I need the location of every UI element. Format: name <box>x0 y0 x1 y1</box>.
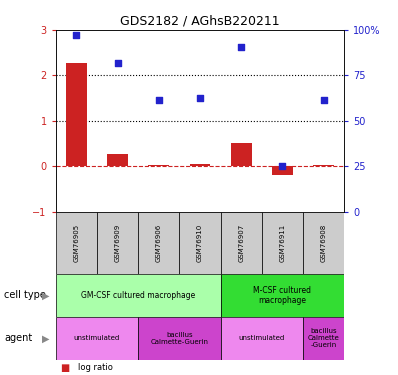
Text: agent: agent <box>4 333 32 344</box>
FancyBboxPatch shape <box>220 317 303 360</box>
Text: ■: ■ <box>60 363 69 372</box>
Point <box>156 98 162 104</box>
FancyBboxPatch shape <box>220 212 262 274</box>
Text: bacillus
Calmette-Guerin: bacillus Calmette-Guerin <box>150 332 209 345</box>
Text: bacillus
Calmette
-Guerin: bacillus Calmette -Guerin <box>308 328 339 348</box>
Text: log ratio: log ratio <box>78 363 113 372</box>
Text: GM-CSF cultured macrophage: GM-CSF cultured macrophage <box>81 291 195 300</box>
Text: GSM76906: GSM76906 <box>156 224 162 262</box>
Text: ▶: ▶ <box>42 290 49 300</box>
FancyBboxPatch shape <box>262 212 303 274</box>
FancyBboxPatch shape <box>138 212 179 274</box>
Point <box>114 60 121 66</box>
Text: cell type: cell type <box>4 290 46 300</box>
FancyBboxPatch shape <box>97 212 138 274</box>
Text: ▶: ▶ <box>42 333 49 344</box>
FancyBboxPatch shape <box>303 317 344 360</box>
FancyBboxPatch shape <box>138 317 220 360</box>
FancyBboxPatch shape <box>56 317 138 360</box>
Text: GSM76905: GSM76905 <box>73 224 79 262</box>
Text: unstimulated: unstimulated <box>74 335 120 341</box>
Bar <box>66 63 87 167</box>
Bar <box>107 154 128 166</box>
Text: unstimulated: unstimulated <box>239 335 285 341</box>
Bar <box>190 164 210 166</box>
Text: GSM76910: GSM76910 <box>197 224 203 262</box>
Bar <box>313 165 334 166</box>
Text: GSM76908: GSM76908 <box>321 224 327 262</box>
FancyBboxPatch shape <box>56 212 97 274</box>
Text: GSM76907: GSM76907 <box>238 224 244 262</box>
Point <box>238 44 244 50</box>
Bar <box>272 166 293 175</box>
Text: GSM76909: GSM76909 <box>115 224 121 262</box>
Point <box>197 95 203 101</box>
FancyBboxPatch shape <box>56 274 220 317</box>
Point <box>320 98 327 104</box>
Point <box>279 164 286 170</box>
Point <box>73 32 80 38</box>
Text: M-CSF cultured
macrophage: M-CSF cultured macrophage <box>254 286 312 305</box>
Bar <box>231 143 252 166</box>
Text: GSM76911: GSM76911 <box>279 224 285 262</box>
FancyBboxPatch shape <box>220 274 344 317</box>
Bar <box>148 165 169 166</box>
FancyBboxPatch shape <box>179 212 220 274</box>
FancyBboxPatch shape <box>303 212 344 274</box>
Title: GDS2182 / AGhsB220211: GDS2182 / AGhsB220211 <box>120 15 280 27</box>
